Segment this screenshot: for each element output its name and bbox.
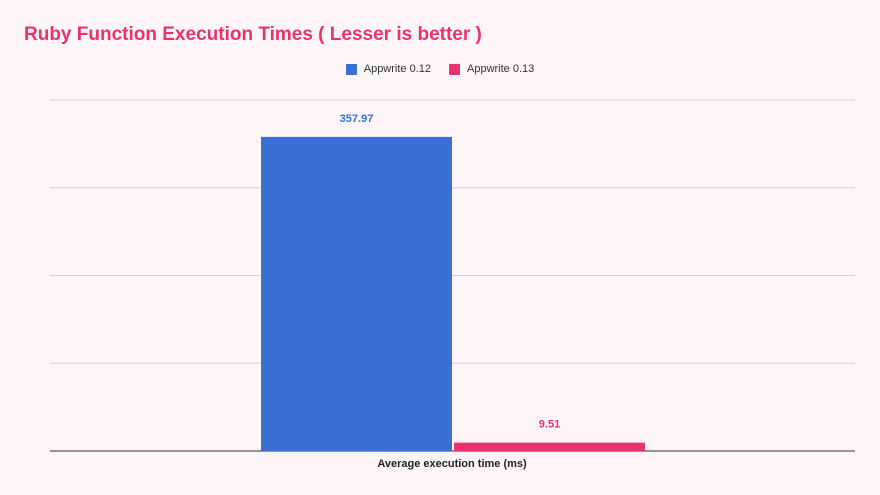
legend: Appwrite 0.12 Appwrite 0.13 xyxy=(0,63,880,75)
bar-series-1 xyxy=(454,442,645,451)
legend-swatch-appwrite-012 xyxy=(345,63,357,75)
chart-title: Ruby Function Execution Times ( Lesser i… xyxy=(24,24,482,45)
legend-label-appwrite-012: Appwrite 0.12 xyxy=(363,63,431,75)
bar-series-0 xyxy=(261,136,452,451)
x-axis-label: Average execution time (ms) xyxy=(377,458,527,470)
legend-item-appwrite-012: Appwrite 0.12 xyxy=(345,63,431,75)
data-label-series-1: 9.51 xyxy=(539,419,560,431)
data-label-series-0: 357.97 xyxy=(340,113,374,125)
legend-swatch-appwrite-013 xyxy=(449,63,460,75)
legend-label-appwrite-013: Appwrite 0.13 xyxy=(467,63,535,75)
legend-item-appwrite-013: Appwrite 0.13 xyxy=(449,63,534,75)
